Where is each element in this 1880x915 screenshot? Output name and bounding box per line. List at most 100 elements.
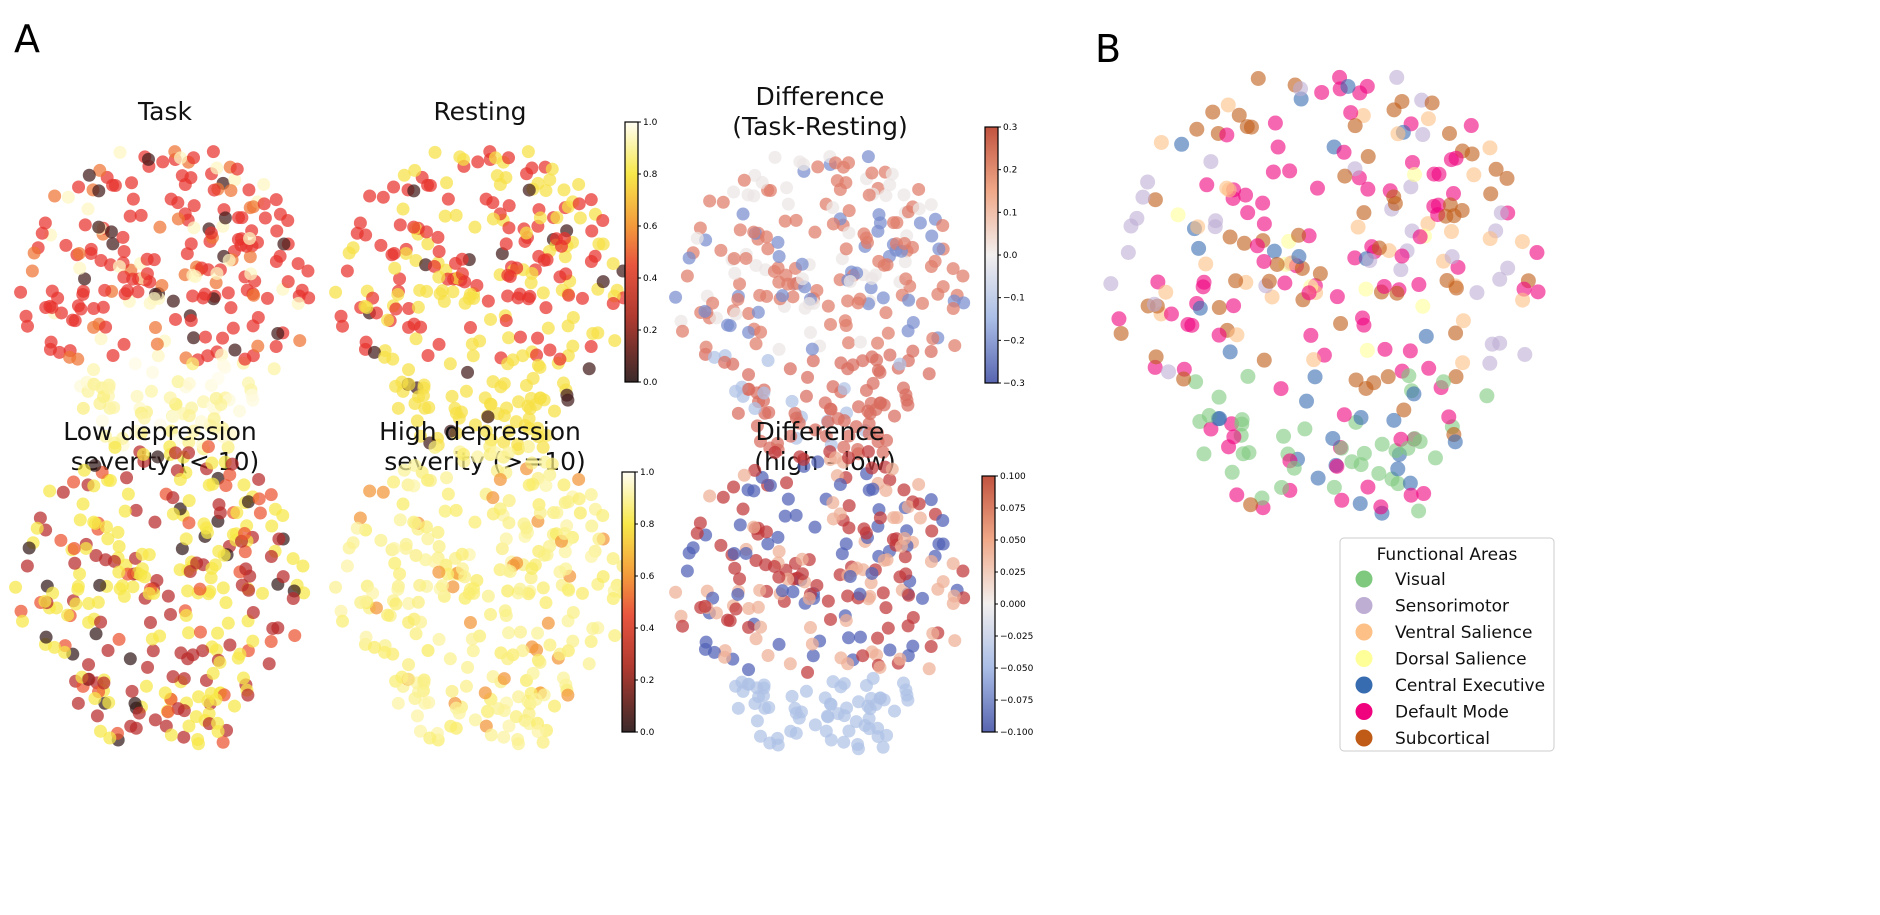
node-ventral-salience: [1390, 126, 1406, 142]
node-point: [703, 194, 717, 208]
node-point: [117, 244, 131, 258]
node-point: [796, 157, 810, 171]
node-point: [747, 484, 761, 498]
node-point: [837, 414, 851, 428]
node-point: [449, 503, 463, 517]
node-point: [862, 483, 876, 497]
node-sensorimotor: [1517, 346, 1533, 362]
node-default-mode: [1394, 248, 1410, 264]
node-point: [721, 318, 735, 332]
node-point: [251, 339, 265, 353]
node-point: [871, 631, 885, 645]
node-point: [841, 657, 855, 671]
node-point: [87, 377, 101, 391]
node-point: [445, 684, 459, 698]
node-default-mode: [1150, 274, 1166, 290]
node-sensorimotor: [1161, 364, 1177, 380]
node-point: [778, 509, 792, 523]
node-point: [244, 267, 258, 281]
node-point: [257, 197, 271, 211]
node-visual: [1390, 476, 1406, 492]
node-sensorimotor: [1135, 189, 1151, 205]
node-point: [572, 177, 586, 191]
node-point: [87, 363, 101, 377]
node-point: [43, 299, 57, 313]
node-point: [408, 163, 422, 177]
node-point: [502, 424, 516, 438]
node-point: [737, 173, 751, 187]
node-point: [193, 582, 207, 596]
node-point: [128, 357, 142, 371]
node-point: [378, 350, 392, 364]
node-point: [98, 283, 112, 297]
node-point: [539, 479, 553, 493]
node-point: [522, 478, 536, 492]
node-point: [269, 193, 283, 207]
node-central-executive: [1191, 240, 1207, 256]
node-default-mode: [1431, 166, 1447, 182]
node-point: [731, 587, 745, 601]
colorbar-tick-label: 0.100: [1000, 472, 1026, 482]
node-point: [173, 473, 187, 487]
node-point: [501, 289, 515, 303]
node-point: [92, 220, 106, 234]
node-point: [106, 237, 120, 251]
node-point: [901, 398, 915, 412]
colorbar-tick-label: 0.6: [643, 222, 658, 232]
node-point: [206, 145, 220, 159]
node-point: [130, 389, 144, 403]
node-point: [559, 267, 573, 281]
node-point: [912, 477, 926, 491]
node-point: [182, 494, 196, 508]
node-central-executive: [1291, 249, 1307, 265]
node-point: [762, 405, 776, 419]
node-sensorimotor: [1492, 271, 1508, 287]
node-point: [232, 404, 246, 418]
node-point: [140, 252, 154, 266]
node-subcortical: [1358, 380, 1374, 396]
node-point: [501, 357, 515, 371]
node-point: [502, 494, 516, 508]
node-point: [402, 363, 416, 377]
node-point: [887, 704, 901, 718]
node-dorsal-salience: [1359, 342, 1375, 358]
node-point: [879, 306, 893, 320]
node-point: [524, 276, 538, 290]
node-point: [742, 602, 756, 616]
node-subcortical: [1148, 349, 1164, 365]
node-point: [199, 521, 213, 535]
node-point: [419, 520, 433, 534]
node-point: [391, 287, 405, 301]
node-point: [73, 261, 87, 275]
node-point: [826, 217, 840, 231]
node-point: [459, 384, 473, 398]
node-point: [465, 632, 479, 646]
node-point: [818, 691, 832, 705]
node-point: [733, 223, 747, 237]
node-point: [414, 724, 428, 738]
node-point: [519, 521, 533, 535]
node-point: [417, 676, 431, 690]
node-point: [201, 349, 215, 363]
node-visual: [1254, 490, 1270, 506]
node-point: [204, 571, 218, 585]
colorbar-cb-bottom-diff: 0.100 0.075 0.050 0.025 0.000 −0.025 −0.050 −0.…: [981, 472, 1034, 738]
node-point: [79, 541, 93, 555]
node-point: [759, 230, 773, 244]
node-point: [82, 597, 96, 611]
node-point: [890, 511, 904, 525]
node-point: [22, 541, 36, 555]
node-point: [59, 238, 73, 252]
legend-entry-label: Central Executive: [1395, 676, 1545, 696]
node-point: [511, 732, 525, 746]
node-point: [502, 151, 516, 165]
node-default-mode: [1403, 487, 1419, 503]
node-point: [293, 334, 307, 348]
node-point: [221, 286, 235, 300]
node-point: [123, 652, 137, 666]
node-point: [399, 541, 413, 555]
node-point: [121, 487, 135, 501]
node-sensorimotor: [1415, 127, 1431, 143]
node-subcortical: [1231, 107, 1247, 123]
node-point: [526, 666, 540, 680]
